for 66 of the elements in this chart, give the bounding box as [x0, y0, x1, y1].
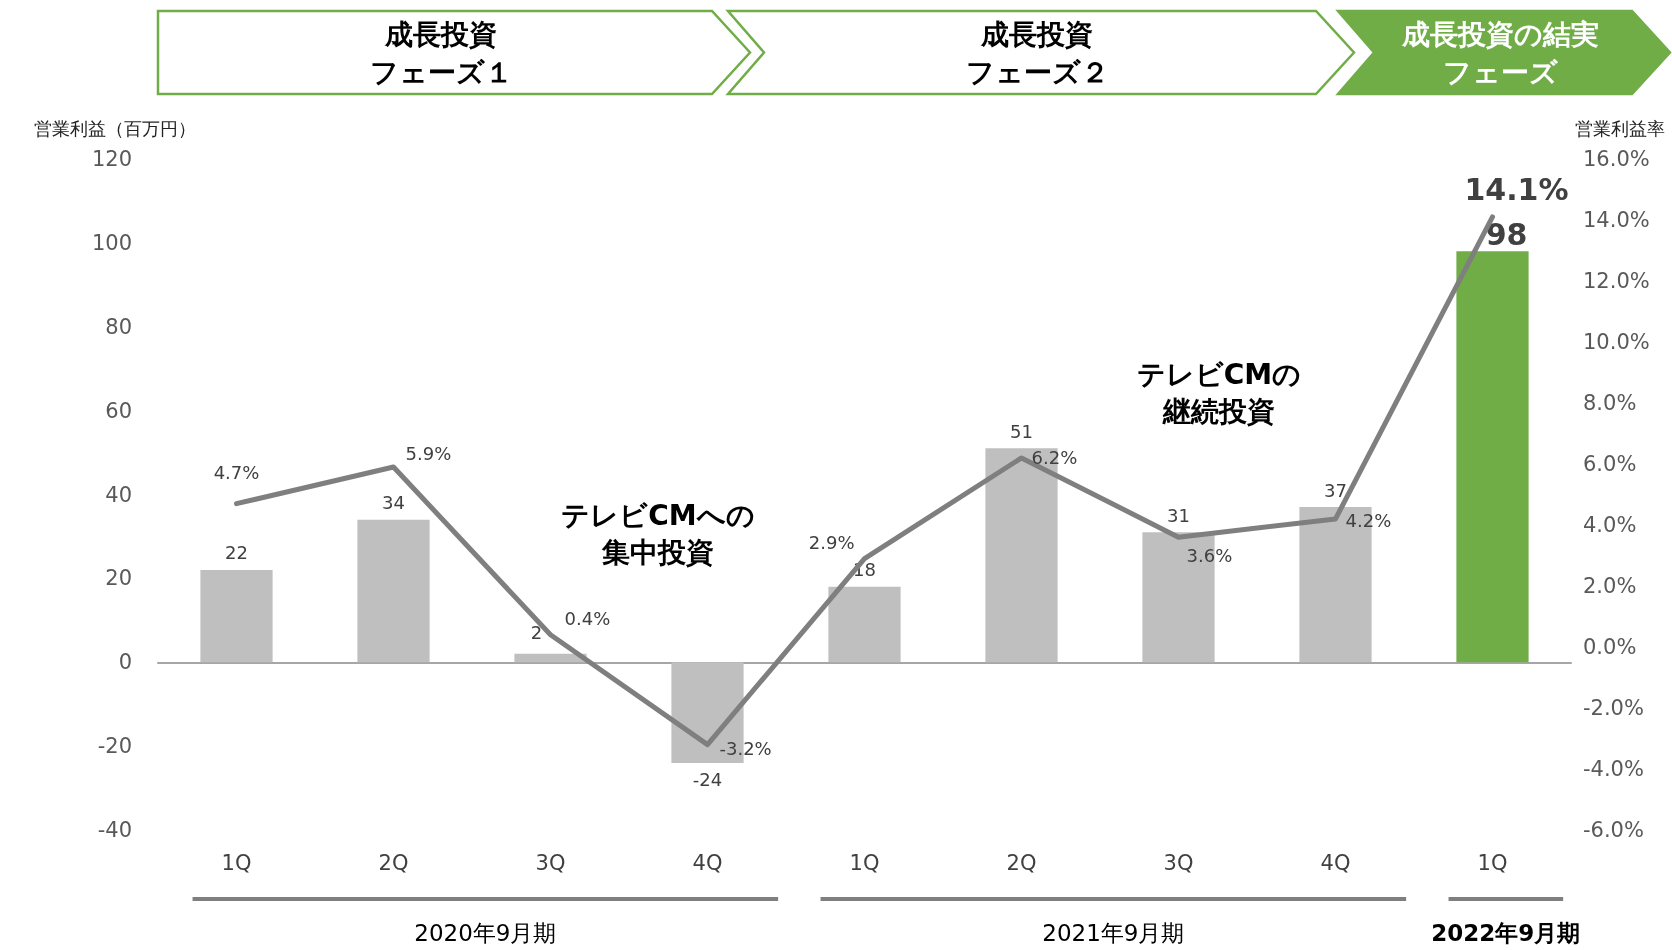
bar — [357, 519, 430, 663]
data-label: 2.9% — [808, 532, 855, 554]
data-label: 0.4% — [564, 608, 611, 630]
x-tick-label: 3Q — [1163, 850, 1194, 875]
data-label: 4.7% — [213, 462, 260, 484]
x-tick-label: 1Q — [221, 850, 252, 875]
x-tick-label: 1Q — [1477, 850, 1508, 875]
text: 成長投資の結実 — [1400, 17, 1599, 50]
data-label: -3.2% — [719, 738, 772, 760]
data-label: 51 — [1010, 420, 1033, 442]
annotation: テレビCMへの — [561, 498, 755, 532]
y2-tick-label: -2.0% — [1583, 696, 1644, 720]
data-label: 34 — [382, 492, 405, 514]
data-label: 2 — [530, 622, 543, 644]
data-label: 22 — [225, 542, 248, 564]
x-tick-label: 3Q — [535, 850, 566, 875]
data-label: 31 — [1167, 504, 1190, 526]
text: 2022年9月期 — [1431, 920, 1581, 946]
bar — [200, 569, 273, 663]
y-tick-label: 20 — [105, 566, 132, 591]
text: 成長投資 — [980, 17, 1093, 50]
data-label: 4.2% — [1345, 510, 1392, 532]
y-tick-label: 40 — [105, 482, 132, 507]
y2-tick-label: 6.0% — [1583, 452, 1637, 476]
y-tick-label: 120 — [91, 147, 132, 171]
y2-tick-label: 12.0% — [1583, 269, 1650, 293]
y2-tick-label: 8.0% — [1583, 391, 1637, 415]
y2-tick-label: 4.0% — [1583, 513, 1637, 537]
annotation: 継続投資 — [1162, 394, 1275, 428]
y-tick-label: 80 — [105, 314, 132, 339]
x-tick-label: 4Q — [1320, 850, 1351, 875]
data-label: 5.9% — [405, 442, 452, 464]
y-tick-label: -40 — [97, 818, 132, 842]
data-label: -24 — [692, 769, 723, 791]
data-label: 3.6% — [1186, 544, 1233, 566]
annotation: テレビCMの — [1136, 357, 1302, 391]
data-label: 37 — [1324, 479, 1347, 501]
bar — [828, 586, 901, 663]
y2-tick-label: 0.0% — [1583, 635, 1637, 659]
x-tick-label: 4Q — [692, 850, 723, 875]
y2-tick-label: 10.0% — [1583, 330, 1650, 354]
y-tick-label: -20 — [97, 734, 132, 759]
x-tick-label: 1Q — [849, 850, 880, 875]
data-label: 14.1% — [1464, 172, 1569, 208]
bar — [1456, 251, 1529, 663]
annotation: 集中投資 — [601, 535, 714, 569]
text: 2020年9月期 — [414, 920, 557, 946]
y2-tick-label: 16.0% — [1583, 147, 1650, 171]
data-label: 98 — [1485, 216, 1528, 252]
text: フェーズ１ — [369, 55, 513, 88]
text: フェーズ２ — [965, 55, 1109, 88]
y2-axis-title: 営業利益率 — [1575, 117, 1665, 139]
data-label: 6.2% — [1031, 447, 1078, 469]
y-axis-title: 営業利益（百万円） — [34, 117, 196, 139]
text: フェーズ — [1442, 55, 1559, 88]
y2-tick-label: 14.0% — [1583, 208, 1650, 232]
y2-tick-label: 2.0% — [1583, 574, 1637, 598]
text: 2021年9月期 — [1042, 920, 1185, 946]
x-tick-label: 2Q — [378, 850, 409, 875]
y2-tick-label: -4.0% — [1583, 757, 1644, 781]
y-tick-label: 0 — [118, 650, 132, 675]
x-tick-label: 2Q — [1006, 850, 1037, 875]
y-tick-label: 100 — [91, 230, 132, 255]
y2-tick-label: -6.0% — [1583, 818, 1644, 842]
y-tick-label: 60 — [105, 398, 132, 423]
text: 成長投資 — [384, 17, 497, 50]
